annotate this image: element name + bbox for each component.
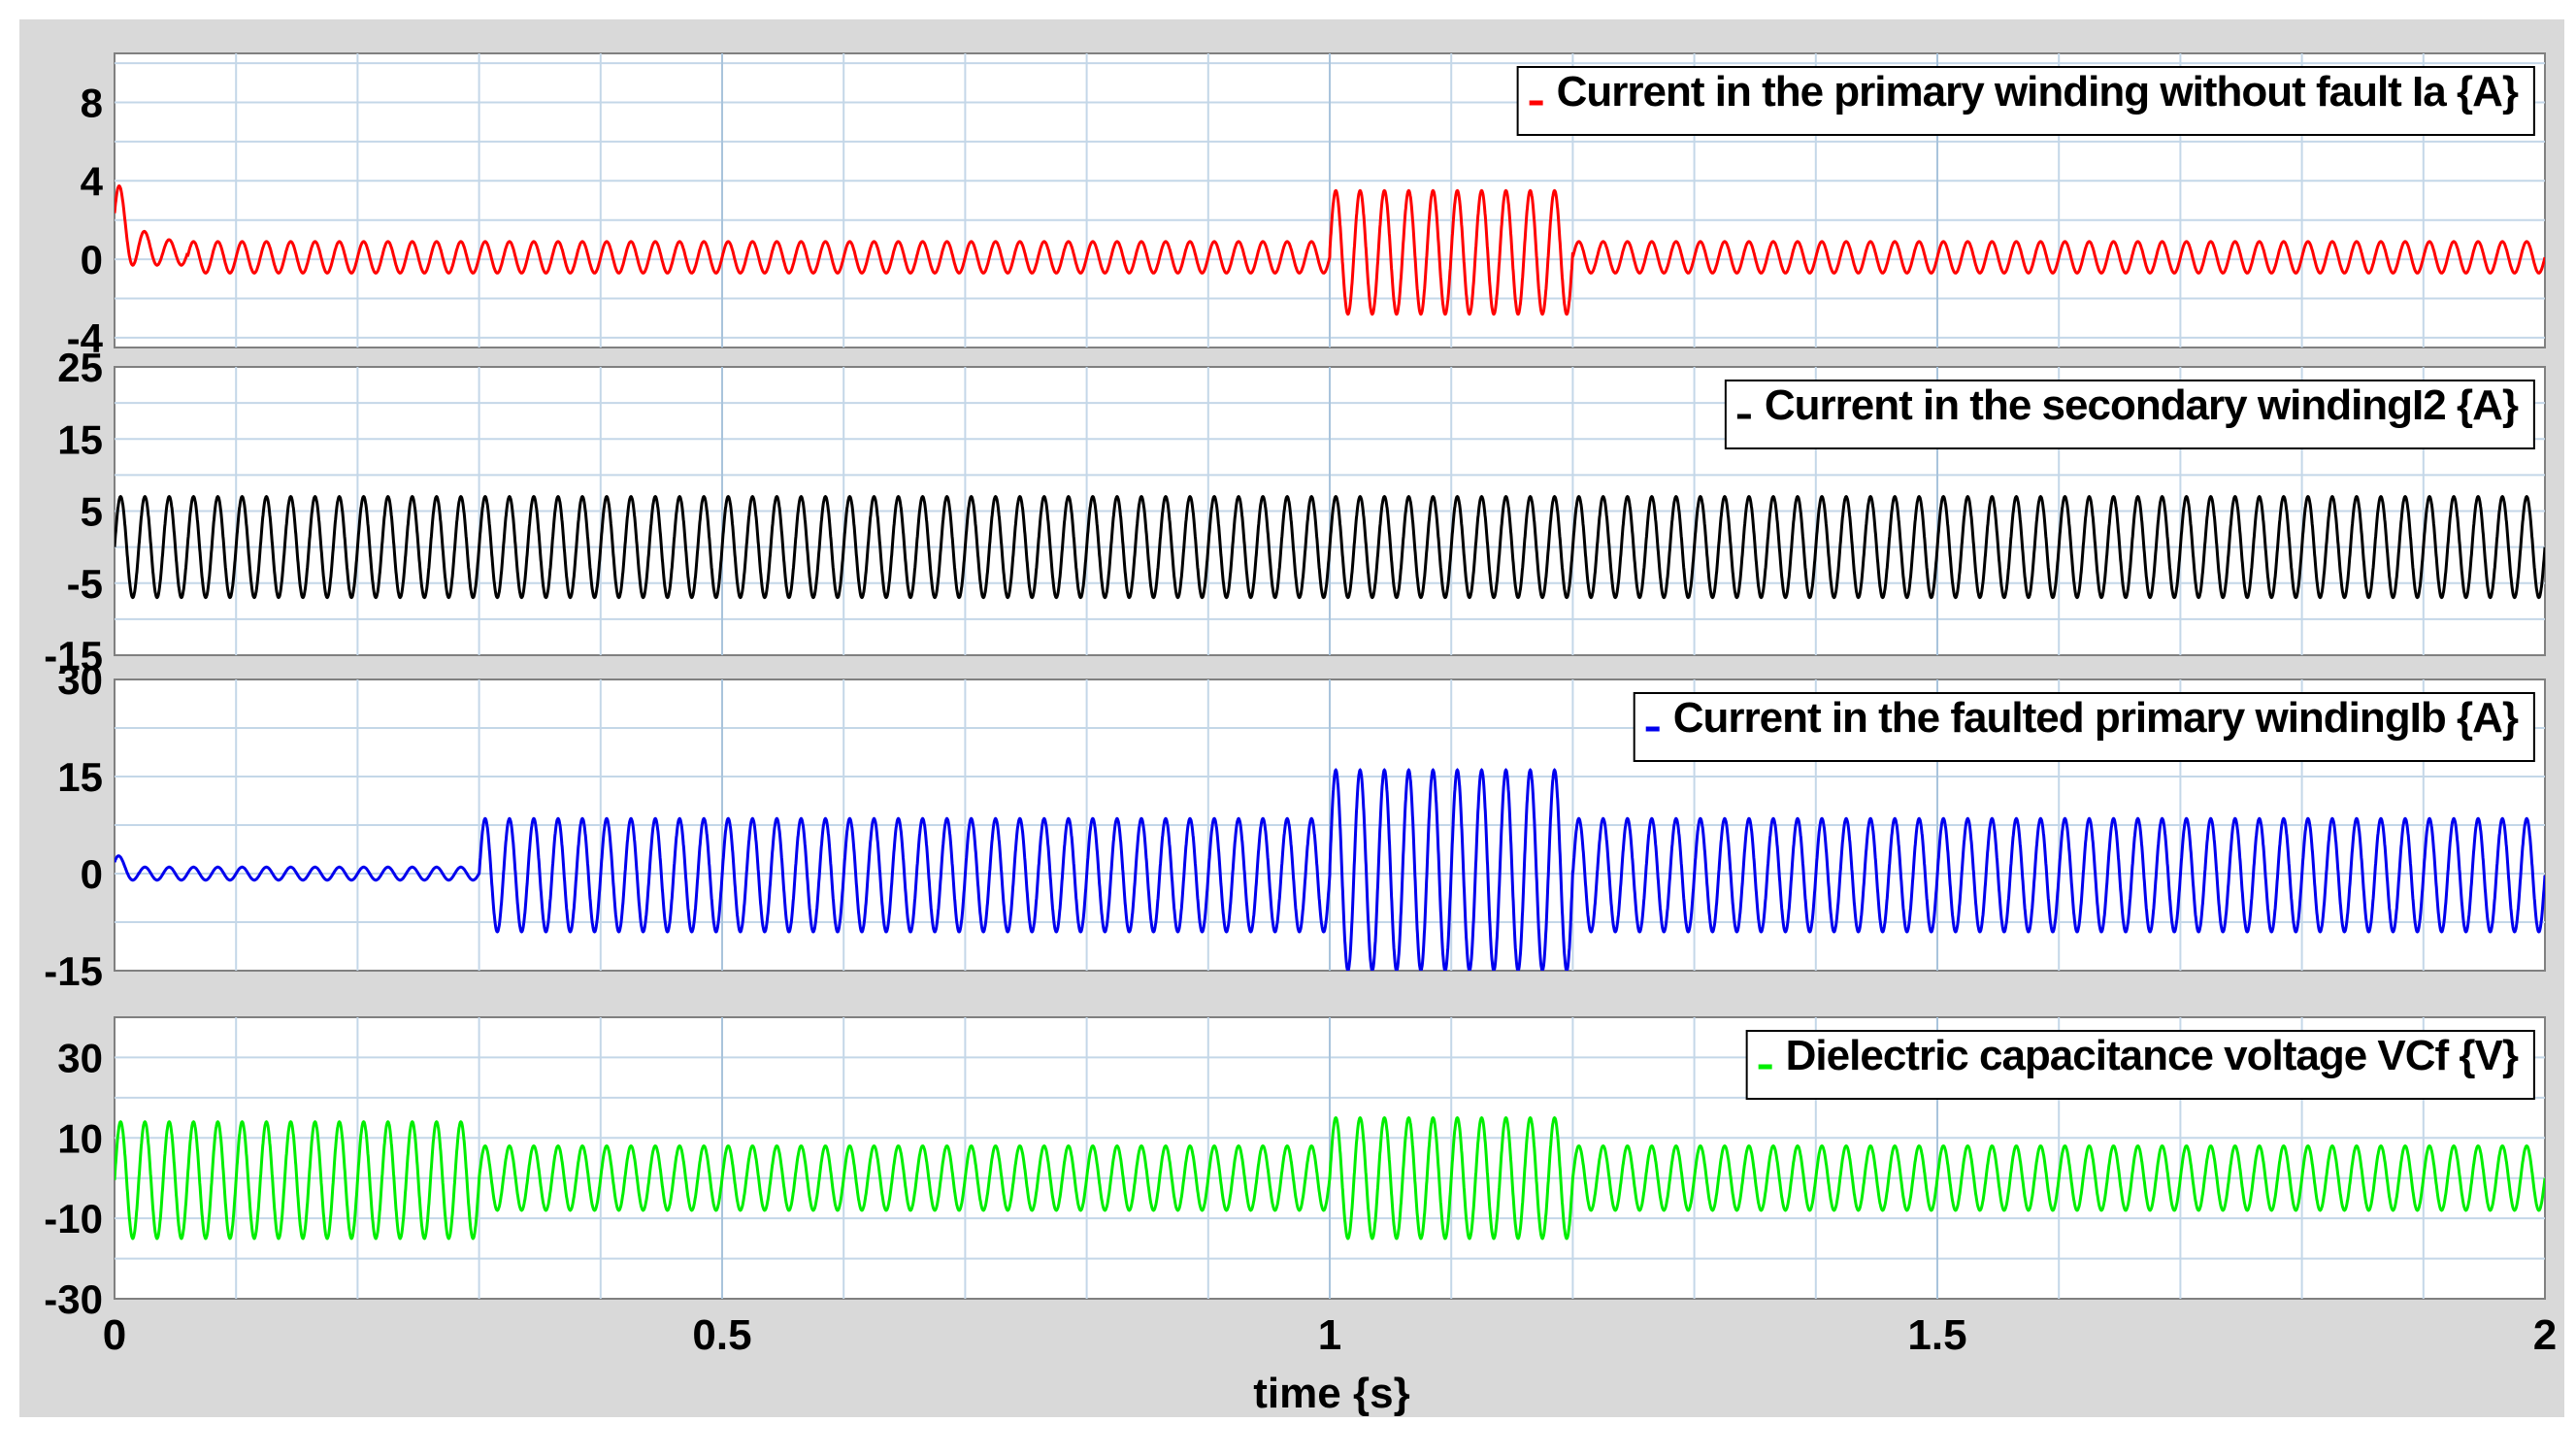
- y-tick-label: 0: [81, 851, 103, 897]
- legend-entry: Current in the primary winding without f…: [1557, 68, 2519, 116]
- y-tick-label: -5: [67, 561, 103, 607]
- legend: Current in the secondary windingI2 {A}: [1724, 380, 2535, 449]
- panel-2: 25 15 5 -5 -15 Current in the secondary windi…: [44, 345, 2546, 678]
- legend-box: [1633, 692, 2535, 762]
- panel-3: 30 15 0 -15 Current in the faulted primary w…: [44, 657, 2546, 994]
- y-tick-label: -15: [44, 633, 103, 678]
- series-line: [115, 768, 2545, 971]
- y-tick-label: 30: [57, 1035, 103, 1080]
- x-tick-label: 1: [1318, 1311, 1341, 1359]
- y-tick-label: 5: [81, 489, 103, 535]
- legend: Current in the faulted primary windingIb…: [1633, 692, 2535, 762]
- y-tick-label: 10: [57, 1115, 103, 1161]
- legend-box: [1724, 380, 2535, 449]
- series-line: [115, 184, 2545, 316]
- x-axis-label: time {s}: [1253, 1370, 1409, 1417]
- y-tick-label: 30: [57, 657, 103, 703]
- chart-panels: 8 4 0 -4 Current in the primary winding with…: [44, 52, 2546, 1322]
- legend: Current in the primary winding without f…: [1516, 66, 2535, 136]
- x-tick-label: 2: [2533, 1311, 2557, 1359]
- x-tick-label: 0.5: [692, 1311, 751, 1359]
- legend: Dielectric capacitance voltage VCf {V}: [1745, 1030, 2535, 1100]
- y-tick-label: -4: [67, 315, 104, 361]
- series-line: [115, 494, 2545, 600]
- y-tick-label: -30: [44, 1276, 103, 1322]
- y-tick-label: -15: [44, 948, 103, 994]
- y-tick-label: 25: [57, 345, 103, 390]
- legend-box: [1516, 66, 2535, 136]
- y-tick-label: 8: [81, 81, 103, 126]
- x-tick-label: 0: [103, 1311, 126, 1359]
- series-line: [115, 1115, 2545, 1241]
- x-tick-label: 1.5: [1907, 1311, 1966, 1359]
- legend-entry: Dielectric capacitance voltage VCf {V}: [1786, 1032, 2519, 1079]
- legend-entry: Current in the secondary windingI2 {A}: [1765, 381, 2519, 429]
- panel-1: 8 4 0 -4 Current in the primary winding with…: [67, 52, 2546, 361]
- y-tick-label: 15: [57, 416, 103, 462]
- x-axis: 0 0.5 1 1.5 2: [103, 1311, 2557, 1359]
- y-tick-label: 15: [57, 754, 103, 800]
- y-tick-label: 4: [81, 158, 104, 204]
- legend-entry: Current in the faulted primary windingIb…: [1673, 694, 2519, 742]
- legend-box: [1745, 1030, 2535, 1100]
- y-tick-label: 0: [81, 237, 103, 282]
- y-tick-label: -10: [44, 1196, 103, 1241]
- panel-4: 30 10 -10 -30 Dielectric capacitance voltage…: [44, 1016, 2546, 1322]
